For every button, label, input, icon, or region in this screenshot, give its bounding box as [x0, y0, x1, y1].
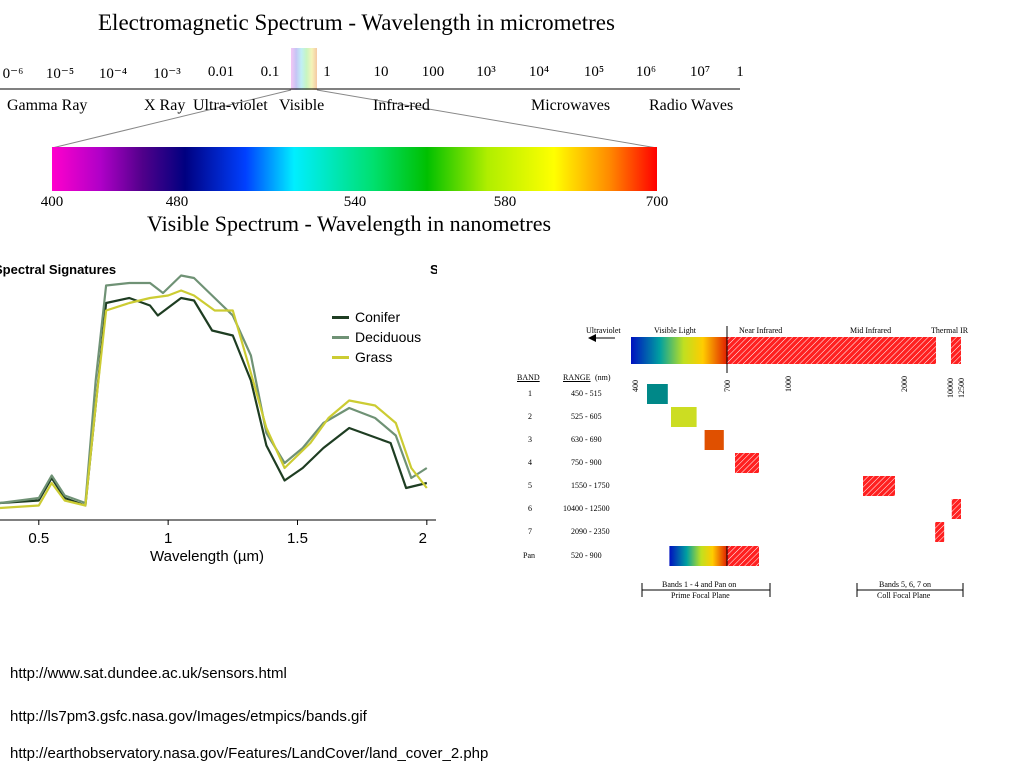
band-number: 1 [528, 389, 532, 398]
band-number: 7 [528, 527, 532, 536]
nm-label: 400 [40, 194, 64, 210]
em-band-radio-waves: Radio Waves [649, 97, 734, 114]
region-label: Visible Light [654, 326, 696, 335]
em-band-x-ray: X Ray [144, 97, 186, 114]
em-tick-label: 10⁷ [689, 64, 711, 80]
range-column-header: RANGE [563, 373, 591, 382]
nm-label: 700 [645, 194, 669, 210]
band-bar-4 [735, 453, 759, 473]
band-range: 750 - 900 [571, 458, 602, 467]
visible-window [291, 48, 317, 90]
band-bar-3 [704, 430, 724, 450]
x-axis-label: Wavelength (µm) [150, 548, 264, 565]
em-tick-label: 1 [736, 64, 744, 80]
nm-label: 580 [493, 194, 517, 210]
em-tick-label: 10⁶ [635, 64, 657, 80]
scale-label: 12500 [957, 378, 966, 398]
infrared-bar [727, 337, 936, 364]
prime-focal-note-1: Bands 1 - 4 and Pan on [662, 580, 737, 589]
series-line-grass [0, 289, 428, 510]
source-url-1[interactable]: http://www.sat.dundee.ac.uk/sensors.html [10, 665, 287, 682]
band-number: Pan [523, 551, 535, 560]
em-band-microwaves: Microwaves [531, 97, 611, 114]
prime-focal-note-2: Prime Focal Plane [671, 591, 730, 600]
region-label: Mid Infrared [850, 326, 892, 335]
em-tick-label: 1 [323, 64, 331, 80]
em-band-ultra-violet: Ultra-violet [193, 97, 268, 114]
x-tick-label: 0.5 [28, 530, 50, 547]
band-number: 3 [528, 435, 532, 444]
band-range: 630 - 690 [571, 435, 602, 444]
visible-spectrum-title: Visible Spectrum - Wavelength in nanomet… [147, 211, 552, 236]
spectral-signatures-cut-letter: S [430, 262, 437, 277]
band-number: 5 [528, 481, 532, 490]
band-bar-5 [863, 476, 895, 496]
em-tick-label: 10⁵ [583, 64, 605, 80]
series-line-deciduous [0, 274, 428, 505]
legend-swatch-deciduous [332, 336, 349, 339]
legend-swatch-grass [332, 356, 349, 359]
legend-label-deciduous: Deciduous [355, 329, 422, 345]
em-tick-label: 10⁴ [528, 64, 550, 80]
em-band-visible: Visible [279, 97, 325, 114]
nm-label: 540 [343, 194, 367, 210]
em-band-infra-red: Infra-red [373, 97, 430, 114]
band-range: 2090 - 2350 [571, 527, 610, 536]
scale-label: 2000 [900, 376, 909, 392]
band-bar-pan-ir [727, 546, 759, 566]
band-range: 525 - 605 [571, 412, 602, 421]
legend-label-conifer: Conifer [355, 309, 401, 325]
source-url-2[interactable]: http://ls7pm3.gsfc.nasa.gov/Images/etmpi… [10, 708, 367, 725]
em-tick-label: 0.1 [260, 64, 280, 80]
em-tick-label: 10⁻⁵ [45, 66, 75, 82]
band-bar-2 [671, 407, 697, 427]
em-tick-label: 10⁻³ [153, 66, 181, 82]
em-spectrum-title: Electromagnetic Spectrum - Wavelength in… [98, 10, 615, 35]
cold-focal-note-1: Bands 5, 6, 7 on [879, 580, 931, 589]
band-bar-7 [935, 522, 945, 542]
x-tick-label: 1.5 [287, 530, 308, 547]
ultraviolet-arrow-head [588, 334, 596, 342]
em-band-gamma-ray: Gamma Ray [7, 97, 88, 114]
x-tick-label: 1 [163, 530, 173, 547]
cold-focal-note-2: Coll Focal Plane [877, 591, 931, 600]
em-tick-label: 100 [421, 64, 445, 80]
scale-label: 400 [631, 380, 640, 392]
band-range: 450 - 515 [571, 389, 602, 398]
legend-label-grass: Grass [355, 349, 393, 365]
band-range: 520 - 900 [571, 551, 602, 560]
region-label: Ultraviolet [586, 326, 621, 335]
scale-label: 10000 [946, 378, 955, 398]
scale-label: 700 [723, 380, 732, 392]
source-url-3[interactable]: http://earthobservatory.nasa.gov/Feature… [10, 745, 489, 762]
band-bar-1 [647, 384, 668, 404]
visible-spectrum-bar [52, 147, 657, 191]
band-number: 4 [528, 458, 532, 467]
scale-label: 1000 [784, 376, 793, 392]
region-label: Near Infrared [739, 326, 783, 335]
em-spectrum-axis [0, 48, 740, 149]
band-number: 2 [528, 412, 532, 421]
spectral-signatures-title: Spectral Signatures [0, 262, 117, 277]
band-range: 1550 - 1750 [571, 481, 610, 490]
band-bar-6 [951, 499, 961, 519]
band-column-header: BAND [517, 373, 540, 382]
landsat-bands-diagram [588, 326, 964, 597]
em-tick-label: 0.01 [207, 64, 235, 80]
thermal-ir-bar [951, 337, 961, 364]
region-label: Thermal IR [931, 326, 969, 335]
em-tick-label: 0⁻⁶ [2, 66, 24, 82]
em-tick-label: 10 [373, 64, 389, 80]
em-tick-label: 10³ [476, 64, 496, 80]
nm-label: 480 [165, 194, 189, 210]
visible-light-bar [631, 337, 727, 364]
band-bar-pan-visible [669, 546, 727, 566]
band-range: 10400 - 12500 [563, 504, 610, 513]
legend-swatch-conifer [332, 316, 349, 319]
spectral-signatures-chart [0, 274, 436, 525]
range-unit: (nm) [595, 373, 611, 382]
em-tick-label: 10⁻⁴ [98, 66, 128, 82]
x-tick-label: 2 [418, 530, 427, 547]
band-number: 6 [528, 504, 532, 513]
